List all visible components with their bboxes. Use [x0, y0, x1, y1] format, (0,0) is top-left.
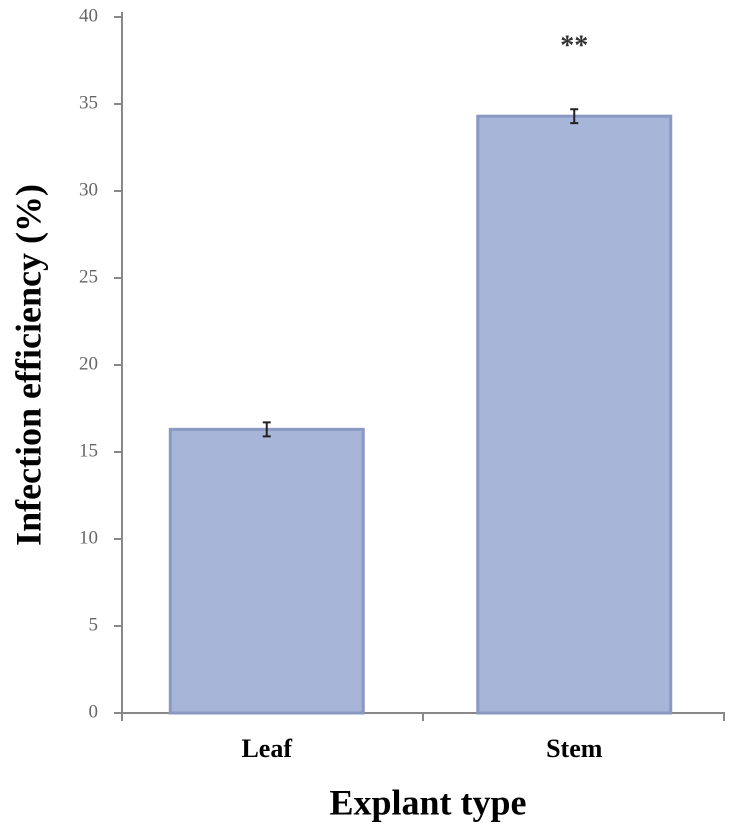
y-tick-label: 10: [79, 527, 98, 548]
y-tick-label: 0: [89, 701, 99, 722]
annotation: **: [560, 30, 588, 61]
y-axis-title: Infection efficiency (%): [8, 184, 48, 546]
y-tick-label: 5: [89, 614, 99, 635]
y-tick-label: 25: [79, 266, 98, 287]
y-tick-label: 15: [79, 440, 98, 461]
x-tick-label: Stem: [546, 734, 603, 763]
y-tick-label: 20: [79, 353, 98, 374]
error-bar: [262, 421, 271, 438]
y-tick-label: 40: [79, 5, 98, 26]
y-tick-label: 35: [79, 92, 98, 113]
y-tick-label: 30: [79, 179, 98, 200]
x-axis-title: Explant type: [329, 782, 526, 822]
error-bar: [570, 108, 579, 125]
bar: [476, 114, 673, 715]
bar: [168, 427, 365, 715]
x-tick-label: Leaf: [241, 734, 292, 763]
